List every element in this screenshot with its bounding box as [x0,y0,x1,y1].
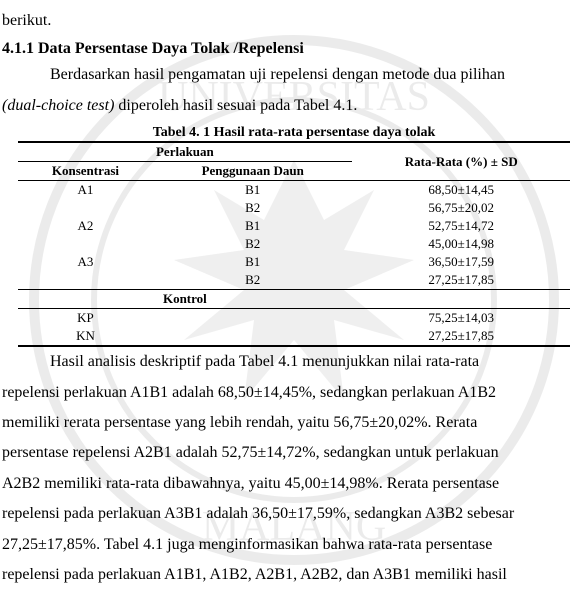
intro-line-2: (dual-choice test) diperoleh hasil sesua… [0,91,588,121]
intro-line-2-rest: diperoleh hasil sesuai pada Tabel 4.1. [114,97,357,114]
data-table: Perlakuan Rata-Rata (%) ± SD Konsentrasi… [18,141,571,347]
cell: A2 [18,217,154,235]
table-row: A1 B1 68,50±14,45 [18,181,571,200]
cell: 68,50±14,45 [352,181,570,200]
cell [153,327,352,346]
page-content: berikut. 4.1.1 Data Persentase Daya Tola… [0,0,588,590]
cell [18,235,154,253]
table-row: KP 75,25±14,03 [18,309,571,328]
table-row: B2 45,00±14,98 [18,235,571,253]
para2-line: memiliki rerata persentase yang lebih re… [0,408,588,438]
table-caption: Tabel 4. 1 Hasil rata-rata persentase da… [0,125,588,141]
header-konsentrasi: Konsentrasi [18,162,154,181]
cell: 45,00±14,98 [352,235,570,253]
cell: B1 [153,217,352,235]
table-row: A2 B1 52,75±14,72 [18,217,571,235]
header-rata-rata: Rata-Rata (%) ± SD [352,142,570,181]
pre-text: berikut. [0,6,588,36]
cell [153,309,352,328]
para2-line: repelensi pada perlakuan A1B1, A1B2, A2B… [0,560,588,590]
para2-line: repelensi perlakuan A1B1 adalah 68,50±14… [0,378,588,408]
cell: 56,75±20,02 [352,199,570,217]
section-heading: 4.1.1 Data Persentase Daya Tolak /Repele… [0,36,588,60]
header-perlakuan: Perlakuan [18,142,353,162]
cell: A3 [18,253,154,271]
table-row: B2 56,75±20,02 [18,199,571,217]
cell [352,290,570,309]
para2-line: persentase repelensi A2B1 adalah 52,75±1… [0,438,588,468]
cell: 52,75±14,72 [352,217,570,235]
table-header-row-1: Perlakuan Rata-Rata (%) ± SD [18,142,571,162]
table-row: B2 27,25±17,85 [18,271,571,290]
cell: B1 [153,181,352,200]
cell: B2 [153,199,352,217]
table-kontrol-header: Kontrol [18,290,571,309]
cell: 27,25±17,85 [352,271,570,290]
table-row: KN 27,25±17,85 [18,327,571,346]
intro-line-2-italic: (dual-choice test) [2,97,114,114]
cell: 75,25±14,03 [352,309,570,328]
para2-line: A2B2 memiliki rata-rata dibawahnya, yait… [0,469,588,499]
cell [18,199,154,217]
para2-line: Hasil analisis deskriptif pada Tabel 4.1… [0,347,588,377]
intro-line-1: Berdasarkan hasil pengamatan uji repelen… [0,60,588,90]
cell: KN [18,327,154,346]
kontrol-label: Kontrol [18,290,353,309]
para2-line: repelensi pada perlakuan A3B1 adalah 36,… [0,499,588,529]
cell: B2 [153,271,352,290]
cell: KP [18,309,154,328]
para2-line: 27,25±17,85%. Tabel 4.1 juga menginforma… [0,530,588,560]
cell [18,271,154,290]
table-row: A3 B1 36,50±17,59 [18,253,571,271]
cell: 36,50±17,59 [352,253,570,271]
cell: B2 [153,235,352,253]
cell: B1 [153,253,352,271]
cell: 27,25±17,85 [352,327,570,346]
cell: A1 [18,181,154,200]
header-penggunaan: Penggunaan Daun [153,162,352,181]
